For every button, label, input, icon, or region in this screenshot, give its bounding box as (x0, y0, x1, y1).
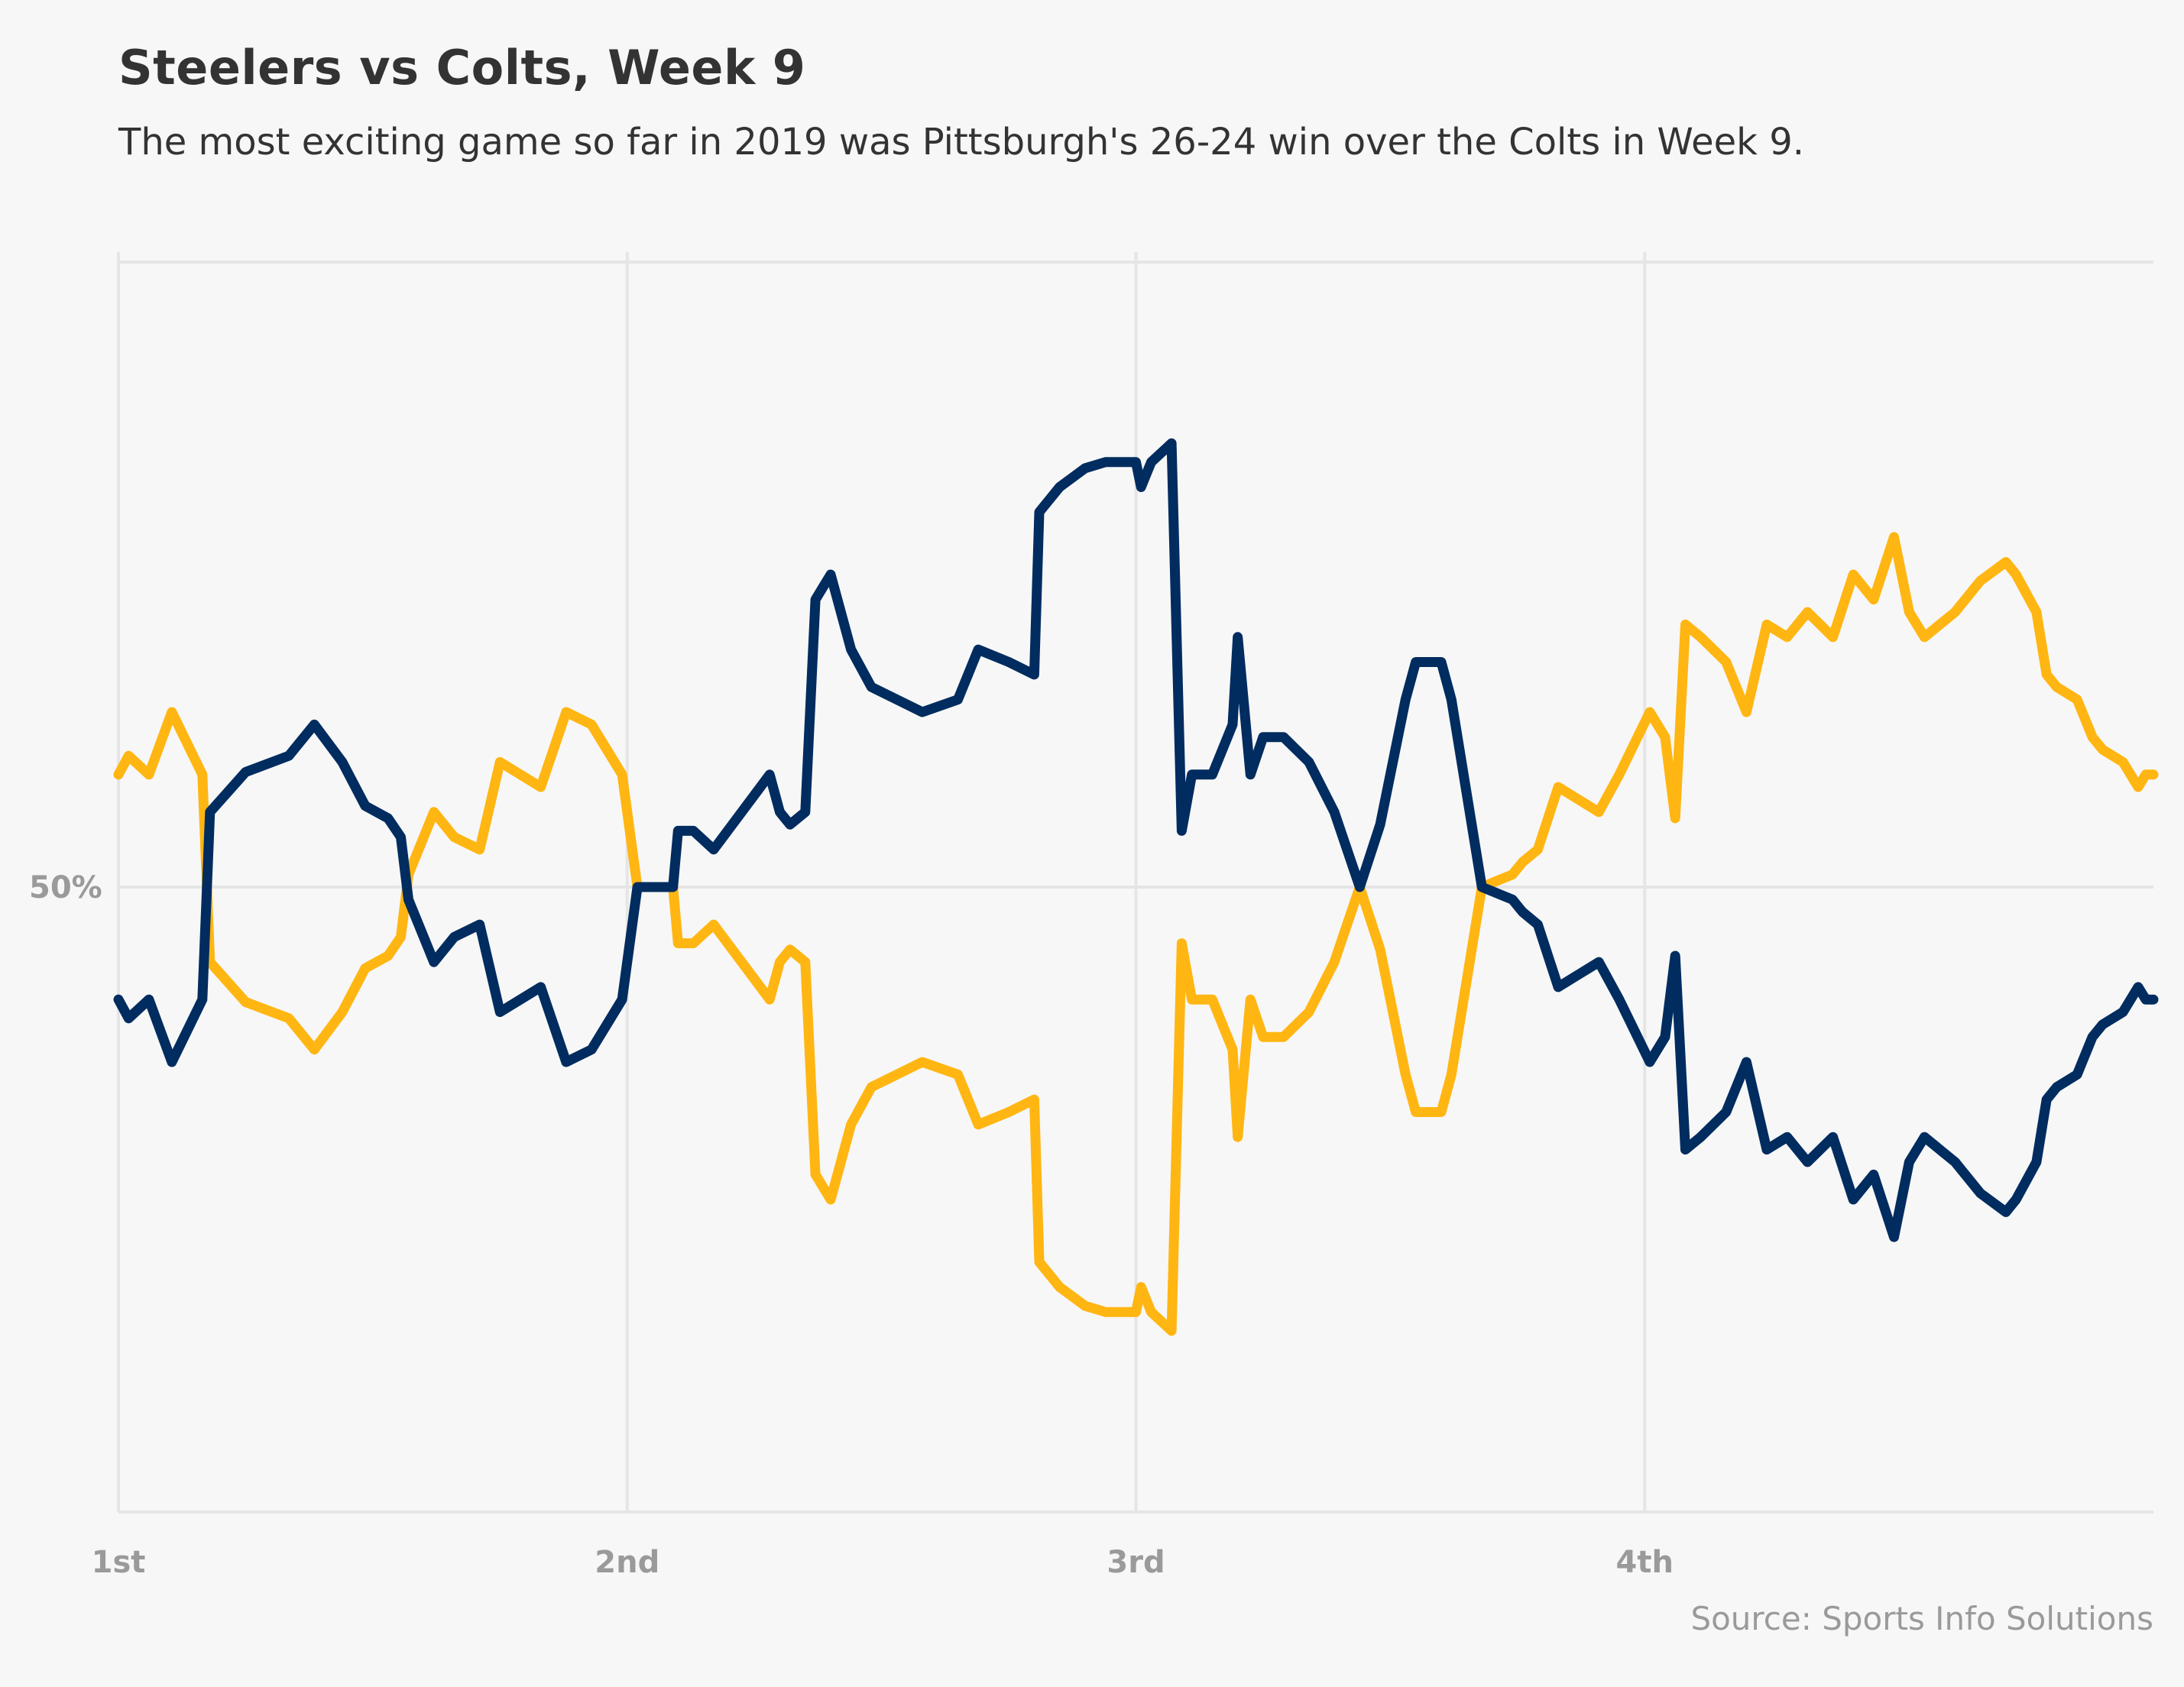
x-tick-label: 3rd (1107, 1545, 1165, 1580)
grid-layer (117, 252, 2153, 1514)
tick-label-layer: 1st 2nd 3rd 4th 50% (29, 870, 1674, 1580)
y-tick-label: 50% (29, 870, 102, 905)
x-tick-label: 2nd (595, 1545, 659, 1580)
x-tick-label: 4th (1616, 1545, 1674, 1580)
x-tick-label: 1st (92, 1545, 146, 1580)
chart-subtitle: The most exciting game so far in 2019 wa… (118, 121, 1804, 164)
source-note: Source: Sports Info Solutions (1690, 1600, 2153, 1637)
chart-title: Steelers vs Colts, Week 9 (118, 40, 806, 96)
series-layer (113, 438, 2159, 1336)
series-line-gold (113, 532, 2159, 1336)
series-line-navy (113, 438, 2159, 1242)
